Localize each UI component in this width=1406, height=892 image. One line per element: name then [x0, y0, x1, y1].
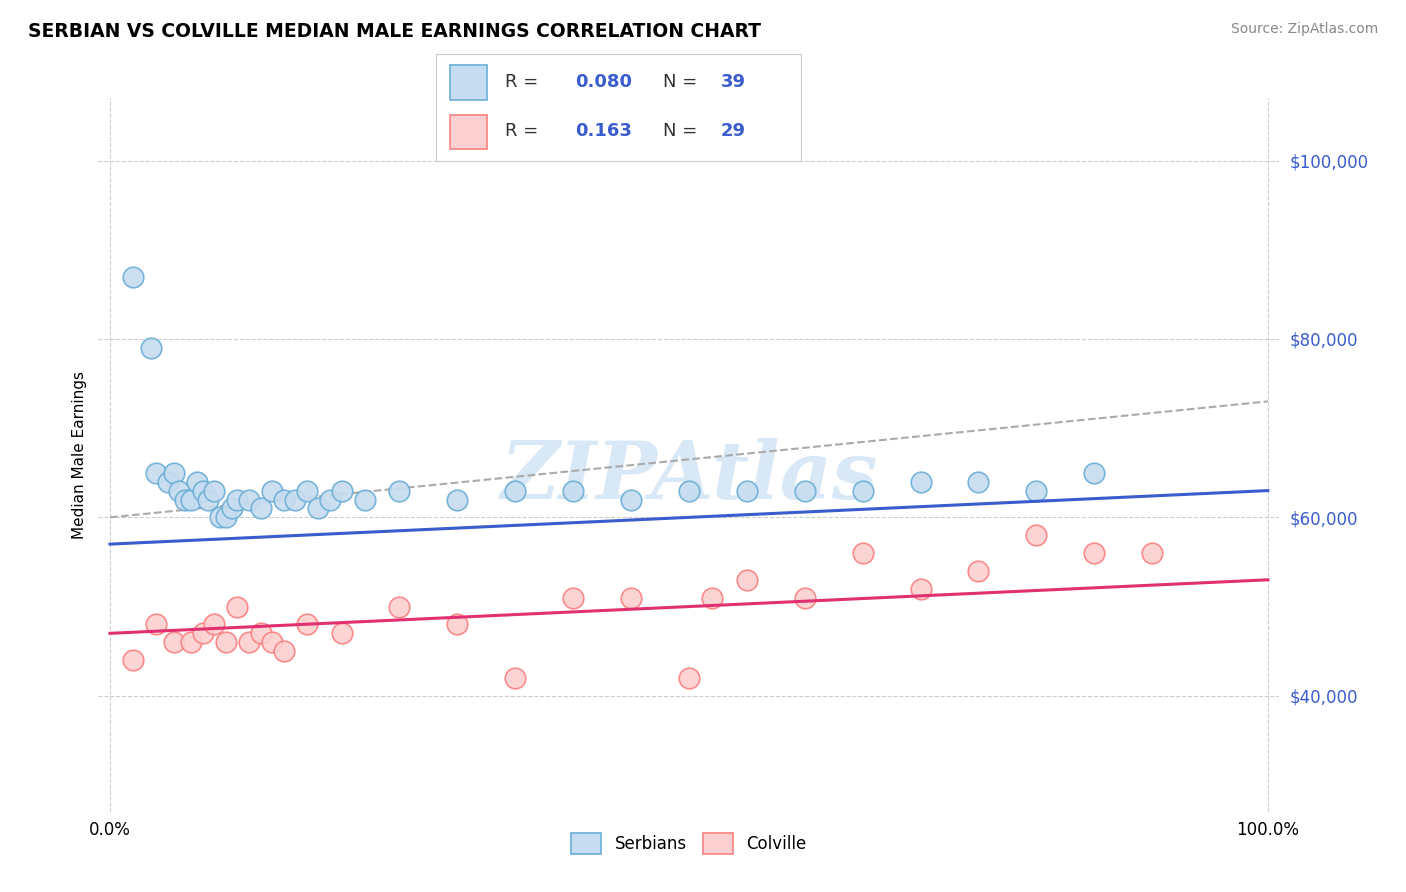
Text: 29: 29 [721, 121, 747, 139]
Point [1025, 528, 1047, 542]
Point [330, 483, 353, 498]
Text: R =: R = [505, 73, 544, 91]
Point [388, 599, 411, 614]
Point [122, 653, 145, 667]
Point [249, 501, 271, 516]
Point [678, 671, 700, 685]
Point [700, 591, 723, 605]
Point [163, 635, 186, 649]
Text: N =: N = [662, 73, 703, 91]
Point [852, 483, 875, 498]
Point [139, 341, 162, 355]
Point [249, 626, 271, 640]
Point [215, 635, 238, 649]
Point [262, 483, 284, 498]
Point [620, 492, 643, 507]
Point [197, 492, 219, 507]
Point [174, 492, 197, 507]
Point [295, 483, 318, 498]
Point [169, 483, 191, 498]
Point [503, 483, 526, 498]
Point [562, 483, 585, 498]
Point [353, 492, 375, 507]
Point [967, 564, 990, 578]
Point [388, 483, 411, 498]
Point [735, 573, 758, 587]
Point [562, 591, 585, 605]
Point [319, 492, 342, 507]
Text: 0.163: 0.163 [575, 121, 631, 139]
Point [202, 483, 225, 498]
Point [1083, 546, 1105, 560]
Text: SERBIAN VS COLVILLE MEDIAN MALE EARNINGS CORRELATION CHART: SERBIAN VS COLVILLE MEDIAN MALE EARNINGS… [28, 22, 761, 41]
Text: Source: ZipAtlas.com: Source: ZipAtlas.com [1230, 22, 1378, 37]
Point [1083, 466, 1105, 480]
Point [145, 617, 167, 632]
Point [145, 466, 167, 480]
Point [273, 644, 295, 658]
Point [678, 483, 700, 498]
Point [735, 483, 758, 498]
Point [295, 617, 318, 632]
Point [238, 492, 260, 507]
Point [215, 510, 238, 524]
Point [180, 635, 202, 649]
Point [238, 635, 260, 649]
Text: ZIPAtlas: ZIPAtlas [501, 438, 877, 515]
Point [910, 582, 932, 596]
Text: N =: N = [662, 121, 703, 139]
Point [163, 466, 186, 480]
Text: 39: 39 [721, 73, 747, 91]
Point [446, 617, 468, 632]
Point [156, 475, 179, 489]
Text: R =: R = [505, 121, 550, 139]
Point [307, 501, 329, 516]
FancyBboxPatch shape [450, 114, 486, 149]
Y-axis label: Median Male Earnings: Median Male Earnings [72, 371, 87, 539]
Point [208, 510, 231, 524]
Point [122, 269, 145, 284]
Point [330, 626, 353, 640]
Point [1025, 483, 1047, 498]
Point [503, 671, 526, 685]
Point [186, 475, 208, 489]
Point [226, 599, 249, 614]
Point [191, 626, 214, 640]
Point [620, 591, 643, 605]
Point [793, 591, 815, 605]
Point [202, 617, 225, 632]
Point [284, 492, 307, 507]
Point [967, 475, 990, 489]
Point [191, 483, 214, 498]
Point [226, 492, 249, 507]
Point [1140, 546, 1163, 560]
Point [273, 492, 295, 507]
Point [910, 475, 932, 489]
Legend: Serbians, Colville: Serbians, Colville [564, 827, 814, 861]
Point [446, 492, 468, 507]
FancyBboxPatch shape [450, 65, 486, 100]
Point [180, 492, 202, 507]
Point [262, 635, 284, 649]
Text: 0.080: 0.080 [575, 73, 631, 91]
Point [221, 501, 243, 516]
Point [852, 546, 875, 560]
Point [793, 483, 815, 498]
